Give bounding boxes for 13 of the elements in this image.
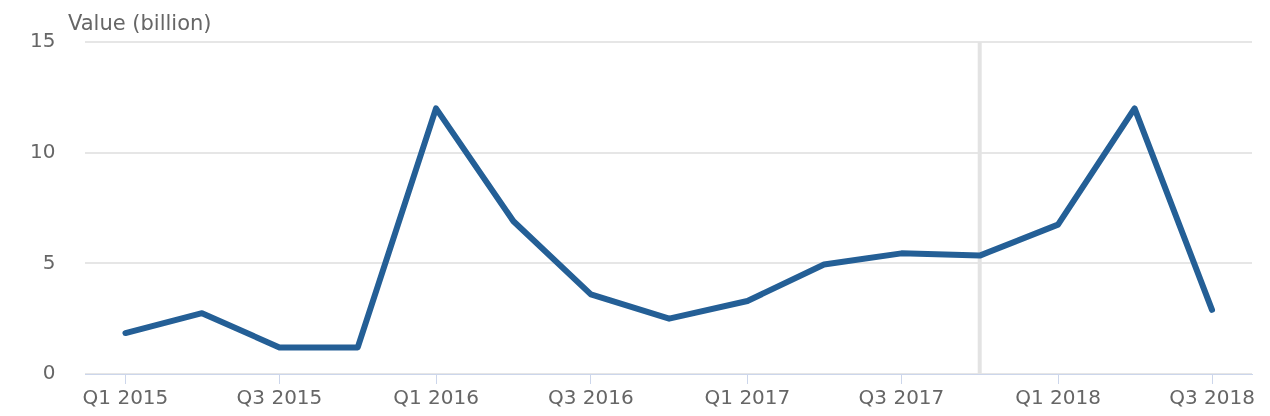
y-axis-title: Value (billion) (68, 11, 212, 35)
y-tick-label: 0 (42, 360, 56, 385)
x-tick-label: Q1 2015 (82, 385, 169, 410)
y-tick-label: 5 (42, 249, 56, 274)
x-tick-label: Q3 2017 (858, 385, 945, 410)
x-tick-label: Q3 2016 (548, 385, 634, 410)
x-tick-label: Q3 2015 (236, 385, 323, 410)
y-tick-label: 15 (30, 28, 56, 53)
x-tick-label: Q3 2018 (1169, 385, 1255, 410)
x-tick-label: Q1 2018 (1015, 385, 1101, 410)
x-tick-label: Q1 2017 (704, 385, 791, 410)
x-tick-label: Q1 2016 (393, 385, 479, 410)
y-tick-label: 10 (30, 138, 56, 163)
